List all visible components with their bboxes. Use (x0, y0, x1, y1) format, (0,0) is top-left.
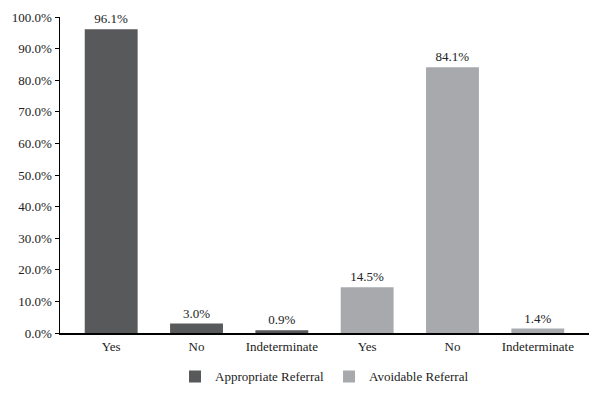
svg-text:Avoidable Referral: Avoidable Referral (369, 369, 468, 384)
svg-text:100.0%: 100.0% (12, 10, 52, 25)
svg-text:84.1%: 84.1% (436, 49, 470, 64)
svg-text:10.0%: 10.0% (18, 294, 52, 309)
svg-text:Yes: Yes (358, 339, 377, 354)
svg-text:Appropriate Referral: Appropriate Referral (215, 369, 324, 384)
svg-text:0.0%: 0.0% (25, 326, 52, 341)
svg-text:No: No (445, 339, 461, 354)
svg-text:No: No (189, 339, 205, 354)
svg-text:14.5%: 14.5% (350, 269, 384, 284)
svg-text:90.0%: 90.0% (18, 41, 52, 56)
svg-text:Indeterminate: Indeterminate (502, 339, 574, 354)
svg-text:60.0%: 60.0% (18, 136, 52, 151)
svg-text:20.0%: 20.0% (18, 262, 52, 277)
svg-text:40.0%: 40.0% (18, 199, 52, 214)
svg-text:80.0%: 80.0% (18, 73, 52, 88)
svg-text:3.0%: 3.0% (183, 306, 210, 321)
svg-text:Yes: Yes (102, 339, 121, 354)
svg-text:50.0%: 50.0% (18, 168, 52, 183)
svg-text:30.0%: 30.0% (18, 231, 52, 246)
svg-text:1.4%: 1.4% (524, 311, 551, 326)
svg-text:70.0%: 70.0% (18, 104, 52, 119)
svg-text:Indeterminate: Indeterminate (246, 339, 318, 354)
svg-text:0.9%: 0.9% (268, 312, 295, 327)
svg-text:96.1%: 96.1% (94, 11, 128, 26)
